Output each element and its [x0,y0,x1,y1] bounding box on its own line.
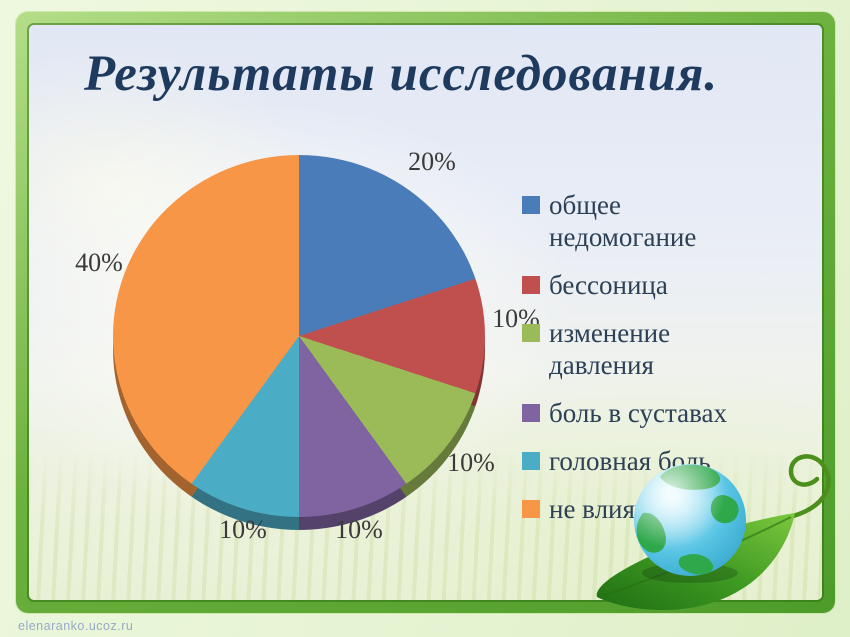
legend-item: общее недомогание [522,189,767,253]
legend-item: изменение давления [522,317,767,381]
legend-item: боль в суставах [522,397,767,429]
slide-frame: Результаты исследования. 20% 10% 10% 10% 10%… [16,12,835,613]
pie-graphic [113,155,485,517]
legend-swatch [522,276,540,294]
legend-swatch [522,404,540,422]
legend-label: изменение давления [549,318,671,380]
legend-swatch [522,500,540,518]
legend-label: общее недомогание [549,190,697,252]
legend-label: бессоница [549,270,668,300]
globe-highlight [634,464,746,576]
watermark-text: elenaranko.ucoz.ru [18,619,134,633]
legend-label: боль в суставах [549,398,728,428]
globe-on-leaf-illustration [596,454,831,610]
chart-legend: общее недомогание бессоница изменение давл… [522,189,767,541]
pie-percent-label: 20% [408,147,456,176]
pie-percent-label: 10% [335,515,383,544]
pie-chart: 20% 10% 10% 10% 10% 40% [29,25,822,600]
pie-percent-label: 10% [447,448,495,477]
tendril-stem [772,454,831,523]
slide-canvas: Результаты исследования. 20% 10% 10% 10% 10%… [29,25,822,600]
legend-swatch [522,196,540,214]
legend-swatch [522,324,540,342]
page-title: Результаты исследования. [84,46,719,102]
legend-swatch [522,452,540,470]
pie-percent-label: 10% [219,515,267,544]
legend-item: бессоница [522,269,767,301]
pie-percent-label: 40% [75,248,123,277]
